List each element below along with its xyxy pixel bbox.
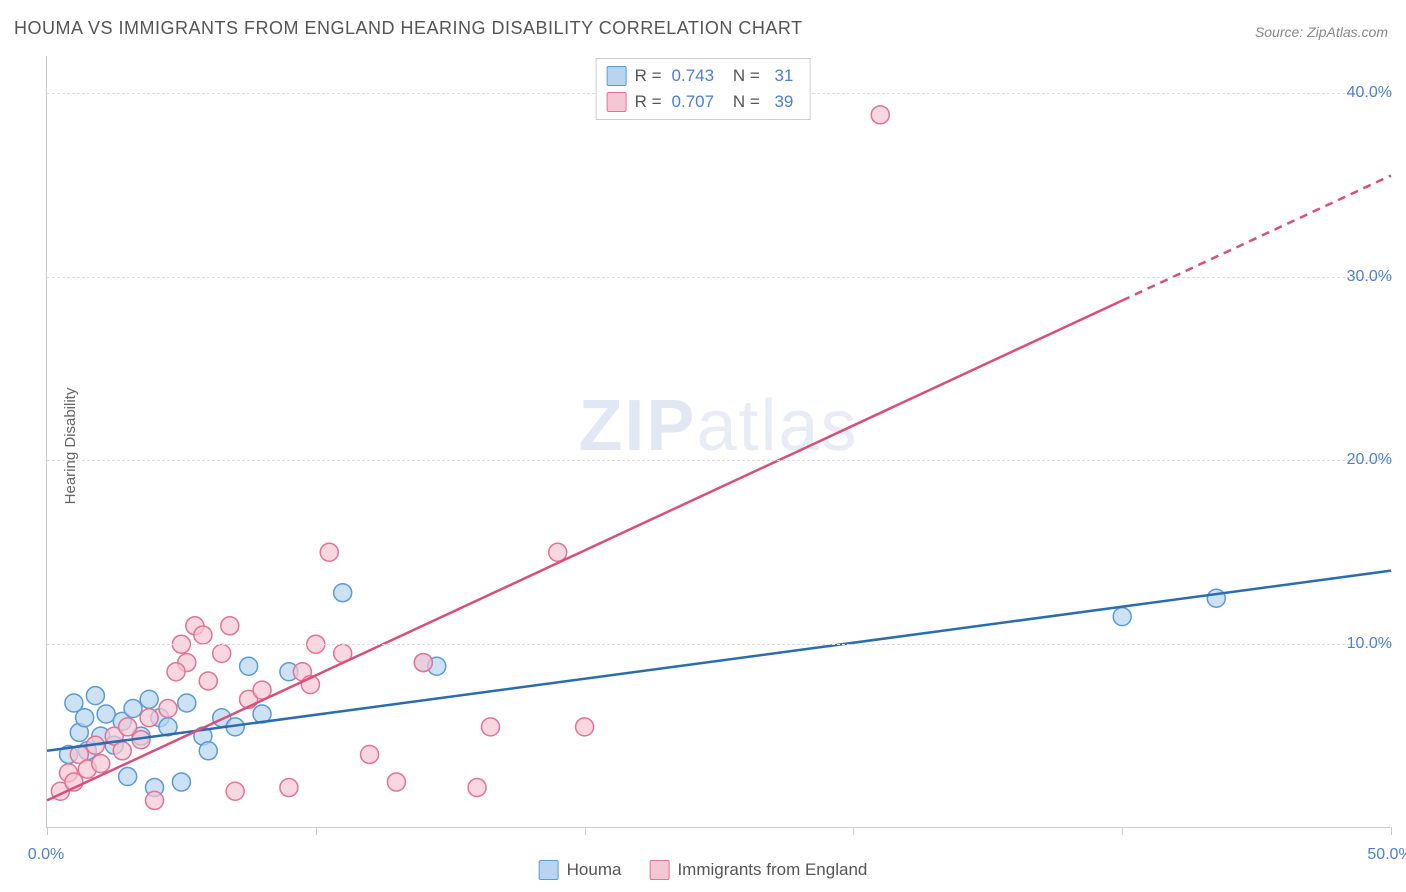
scatter-point <box>221 617 239 635</box>
scatter-point <box>124 700 142 718</box>
x-tick <box>1122 827 1123 835</box>
scatter-point <box>140 690 158 708</box>
x-tick <box>316 827 317 835</box>
stat-n-label: N = <box>728 63 760 89</box>
scatter-point <box>146 791 164 809</box>
scatter-point <box>167 663 185 681</box>
scatter-point <box>199 672 217 690</box>
legend-swatch <box>539 860 559 880</box>
x-tick-label: 50.0% <box>1367 846 1406 864</box>
plot-svg <box>47 56 1390 827</box>
x-tick <box>853 827 854 835</box>
source-label: Source: ZipAtlas.com <box>1255 24 1388 40</box>
legend-label: Houma <box>567 860 622 880</box>
y-tick-label: 20.0% <box>1347 451 1392 469</box>
stats-row: R = 0.707 N = 39 <box>607 89 800 115</box>
scatter-point <box>92 755 110 773</box>
scatter-point <box>576 718 594 736</box>
scatter-point <box>414 654 432 672</box>
scatter-point <box>320 543 338 561</box>
scatter-point <box>240 657 258 675</box>
scatter-point <box>178 694 196 712</box>
legend-item: Immigrants from England <box>649 860 867 880</box>
y-tick-label: 10.0% <box>1347 635 1392 653</box>
y-tick-label: 40.0% <box>1347 84 1392 102</box>
scatter-point <box>1113 608 1131 626</box>
scatter-point <box>361 745 379 763</box>
stat-r-label: R = <box>635 89 662 115</box>
stats-legend: R = 0.743 N = 31 R = 0.707 N = 39 <box>596 58 811 120</box>
legend-item: Houma <box>539 860 622 880</box>
chart-title: HOUMA VS IMMIGRANTS FROM ENGLAND HEARING… <box>14 18 803 39</box>
scatter-point <box>119 768 137 786</box>
y-tick-label: 30.0% <box>1347 268 1392 286</box>
x-tick <box>1391 827 1392 835</box>
scatter-point <box>113 742 131 760</box>
scatter-point <box>468 779 486 797</box>
scatter-point <box>97 705 115 723</box>
scatter-point <box>159 700 177 718</box>
plot-area: ZIPatlas <box>46 56 1390 828</box>
scatter-point <box>482 718 500 736</box>
scatter-point <box>334 584 352 602</box>
scatter-point <box>280 779 298 797</box>
x-tick-label: 0.0% <box>28 846 64 864</box>
stat-n-value: 31 <box>768 63 800 89</box>
scatter-point <box>140 709 158 727</box>
scatter-point <box>549 543 567 561</box>
stats-row: R = 0.743 N = 31 <box>607 63 800 89</box>
x-tick <box>585 827 586 835</box>
stat-r-value: 0.707 <box>670 89 721 115</box>
x-tick <box>47 827 48 835</box>
legend-swatch <box>607 66 627 86</box>
bottom-legend: Houma Immigrants from England <box>539 860 868 880</box>
scatter-point <box>194 626 212 644</box>
scatter-point <box>1207 589 1225 607</box>
legend-swatch <box>607 92 627 112</box>
stat-n-value: 39 <box>768 89 800 115</box>
scatter-point <box>871 106 889 124</box>
scatter-point <box>213 644 231 662</box>
gridline <box>47 460 1390 461</box>
scatter-point <box>387 773 405 791</box>
scatter-point <box>76 709 94 727</box>
scatter-point <box>199 742 217 760</box>
legend-swatch <box>649 860 669 880</box>
stat-n-label: N = <box>728 89 760 115</box>
scatter-point <box>86 687 104 705</box>
scatter-point <box>226 782 244 800</box>
scatter-point <box>172 773 190 791</box>
stat-r-value: 0.743 <box>670 63 721 89</box>
legend-label: Immigrants from England <box>677 860 867 880</box>
gridline <box>47 644 1390 645</box>
stat-r-label: R = <box>635 63 662 89</box>
gridline <box>47 277 1390 278</box>
